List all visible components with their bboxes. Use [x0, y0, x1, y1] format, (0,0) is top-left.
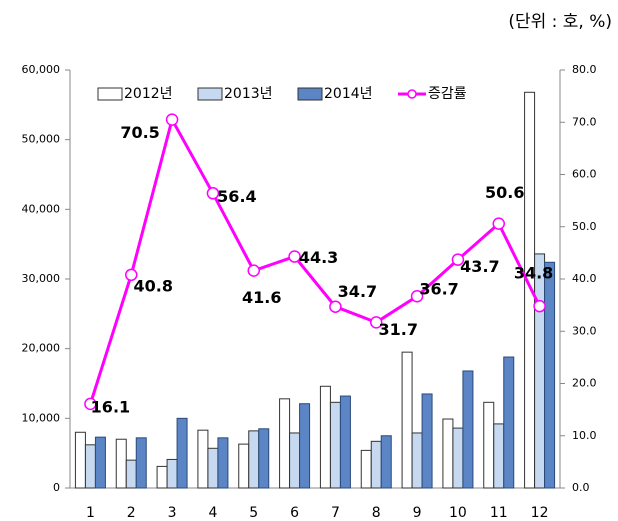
bar [94, 436, 106, 489]
y-tick-label: 0 [53, 481, 60, 494]
bar [217, 437, 229, 489]
y2-tick-label: 0.0 [572, 481, 590, 494]
bar [370, 440, 382, 489]
x-tick-label: 2 [127, 505, 136, 521]
marker [165, 113, 179, 126]
bar [248, 430, 260, 489]
marker [329, 300, 342, 313]
marker [492, 217, 505, 230]
line [88, 115, 541, 405]
y2-tick-label: 10.0 [572, 429, 597, 442]
marker [206, 187, 220, 200]
y-tick-label: 60,000 [22, 63, 61, 76]
x-tick-label: 11 [490, 505, 508, 521]
y2-tick-label: 60.0 [572, 168, 597, 181]
legend-label: 2013년 [224, 86, 273, 102]
y-tick-label: 50,000 [22, 133, 61, 146]
legend-marker [407, 89, 417, 99]
y-tick-label: 30,000 [22, 272, 61, 285]
data-label: 44.3 [299, 248, 338, 267]
data-label: 34.8 [514, 264, 553, 283]
data-label: 70.5 [120, 123, 159, 142]
x-tick-label: 7 [331, 505, 340, 521]
bar [125, 459, 137, 489]
data-label: 43.7 [460, 257, 499, 276]
bar [289, 432, 301, 489]
bar [360, 449, 372, 489]
x-tick-label: 6 [290, 505, 299, 521]
marker [533, 299, 546, 313]
unit-note: (단위 : 호, %) [508, 12, 612, 32]
legend-label: 증감률 [428, 86, 467, 102]
bar [299, 403, 311, 489]
data-label: 40.8 [134, 276, 173, 295]
marker [451, 253, 465, 266]
x-tick-label: 8 [372, 505, 381, 521]
bar [442, 418, 454, 489]
bar [503, 356, 515, 489]
bar [411, 432, 423, 489]
data-label: 41.6 [242, 288, 281, 307]
bar [319, 385, 331, 489]
bar [74, 431, 86, 489]
bar [135, 437, 147, 489]
x-tick-label: 12 [531, 505, 549, 521]
bar [462, 370, 474, 489]
x-tick-label: 4 [208, 505, 217, 521]
bar [115, 438, 127, 489]
y2-tick-label: 50.0 [572, 220, 597, 233]
bar [544, 261, 556, 489]
y2-tick-label: 20.0 [572, 377, 597, 390]
bar [197, 429, 209, 489]
legend-label: 2014년 [324, 86, 373, 102]
legend-swatch [197, 87, 223, 101]
data-label: 36.7 [419, 280, 458, 299]
x-tick-label: 1 [86, 505, 95, 521]
data-label: 34.7 [338, 282, 377, 301]
x-tick-label: 5 [249, 505, 258, 521]
data-label: 56.4 [217, 187, 256, 206]
y2-tick-label: 40.0 [572, 272, 597, 285]
bar [493, 423, 505, 489]
data-label: 50.6 [485, 183, 524, 202]
y-tick-label: 10,000 [22, 411, 61, 424]
bar [156, 465, 168, 489]
bar [339, 395, 351, 489]
y-tick-label: 20,000 [22, 342, 61, 355]
marker [370, 316, 383, 329]
legend-swatch [297, 87, 323, 101]
bar [401, 351, 413, 489]
bar [176, 417, 188, 489]
y2-tick-label: 70.0 [572, 115, 597, 128]
data-label: 16.1 [91, 397, 130, 416]
y-tick-label: 40,000 [22, 202, 61, 215]
bar [483, 401, 495, 489]
marker [247, 264, 260, 277]
bar [166, 458, 178, 489]
data-label: 31.7 [379, 320, 418, 339]
bar [207, 447, 219, 489]
legend-swatch [97, 87, 123, 101]
x-tick-label: 3 [168, 505, 177, 521]
bar [452, 427, 464, 489]
bar [238, 443, 250, 489]
bar [421, 393, 433, 489]
bar [380, 435, 392, 489]
y2-tick-label: 80.0 [572, 63, 597, 76]
marker [288, 250, 301, 263]
y2-tick-label: 30.0 [572, 324, 597, 337]
x-tick-label: 9 [413, 505, 422, 521]
marker [125, 268, 138, 282]
bar [329, 401, 341, 489]
marker [84, 397, 97, 411]
bar [279, 398, 291, 489]
marker [410, 289, 424, 303]
bar [84, 444, 96, 489]
bar [258, 428, 270, 489]
bar [534, 253, 546, 489]
legend-label: 2012년 [124, 86, 173, 102]
x-tick-label: 10 [449, 505, 467, 521]
